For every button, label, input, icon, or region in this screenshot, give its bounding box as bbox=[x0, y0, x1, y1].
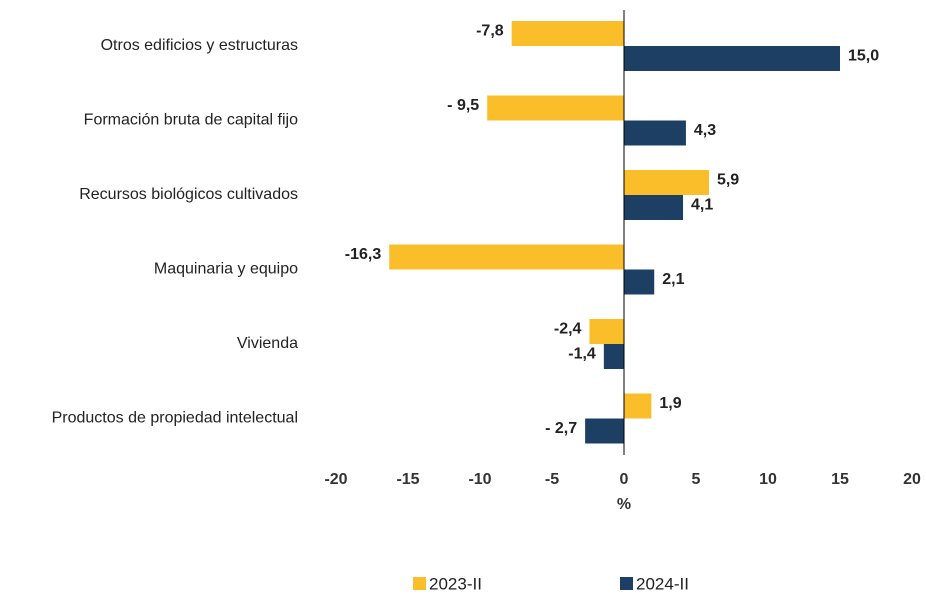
x-tick-label: 10 bbox=[759, 471, 777, 488]
legend-swatch bbox=[413, 577, 426, 590]
bar bbox=[511, 21, 624, 46]
bar bbox=[624, 269, 655, 295]
value-label: -2,4 bbox=[554, 321, 582, 338]
x-tick-label: 15 bbox=[831, 471, 849, 488]
bar bbox=[624, 195, 684, 220]
category-label: Productos de propiedad intelectual bbox=[52, 410, 298, 427]
x-tick-label: -5 bbox=[545, 471, 559, 488]
value-label: 15,0 bbox=[848, 48, 879, 65]
x-tick-label: -15 bbox=[396, 471, 419, 488]
x-axis-label: % bbox=[617, 496, 631, 513]
category-label: Recursos biológicos cultivados bbox=[79, 186, 298, 203]
bar bbox=[487, 95, 624, 121]
value-label: 5,9 bbox=[717, 172, 739, 189]
bar bbox=[585, 418, 624, 444]
x-tick-label: -10 bbox=[468, 471, 491, 488]
category-label: Vivienda bbox=[237, 335, 298, 352]
legend-swatch bbox=[620, 577, 633, 590]
legend-label: 2024-II bbox=[636, 574, 689, 593]
bar bbox=[624, 393, 652, 419]
value-label: 4,1 bbox=[691, 197, 713, 214]
value-label: 4,3 bbox=[694, 122, 716, 139]
value-label: 1,9 bbox=[659, 395, 681, 412]
x-tick-label: 20 bbox=[903, 471, 921, 488]
x-tick-label: 0 bbox=[620, 471, 629, 488]
bar bbox=[389, 244, 624, 270]
bar bbox=[624, 46, 840, 71]
bar bbox=[589, 319, 624, 344]
legend-label: 2023-II bbox=[429, 574, 482, 593]
value-label: - 9,5 bbox=[447, 97, 479, 114]
bar bbox=[624, 120, 686, 146]
category-label: Formación bruta de capital fijo bbox=[84, 112, 298, 129]
category-label: Maquinaria y equipo bbox=[154, 261, 298, 278]
x-tick-label: 5 bbox=[692, 471, 701, 488]
value-label: - 2,7 bbox=[545, 420, 577, 437]
value-label: -16,3 bbox=[345, 246, 382, 263]
value-label: 2,1 bbox=[662, 271, 684, 288]
value-label: -7,8 bbox=[476, 23, 504, 40]
bar bbox=[603, 344, 624, 369]
x-tick-label: -20 bbox=[324, 471, 347, 488]
category-label: Otros edificios y estructuras bbox=[101, 37, 298, 54]
bar bbox=[624, 170, 709, 195]
value-label: -1,4 bbox=[568, 346, 596, 363]
